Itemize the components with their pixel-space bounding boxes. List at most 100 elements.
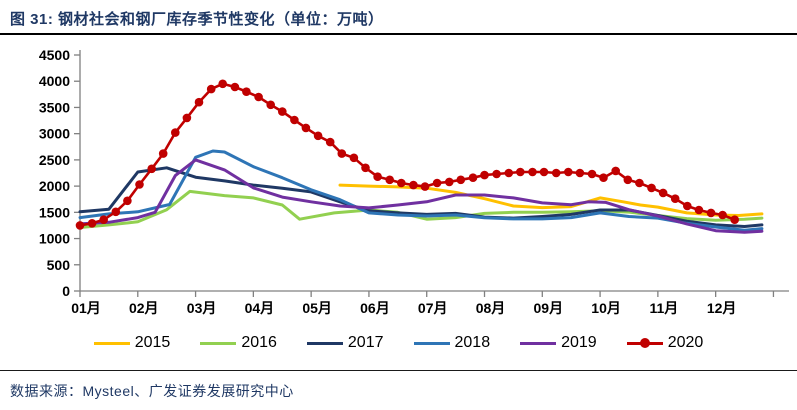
series-marker-2020 xyxy=(599,173,608,182)
series-marker-2020 xyxy=(683,201,692,211)
legend-item-2020: 2020 xyxy=(626,333,704,353)
series-marker-2020 xyxy=(171,128,180,137)
series-line-2018 xyxy=(78,149,764,232)
series-marker-2020 xyxy=(111,207,121,217)
y-tick-label: 4000 xyxy=(39,73,70,89)
series-marker-2020 xyxy=(397,178,406,188)
series-marker-2020 xyxy=(75,221,85,230)
series-marker-2020 xyxy=(575,168,585,178)
legend-label-2016: 2016 xyxy=(241,334,277,351)
footer-divider xyxy=(0,370,797,371)
series-marker-2020 xyxy=(480,170,489,180)
legend-swatch-2017 xyxy=(306,341,343,345)
series-marker-2020 xyxy=(290,115,299,125)
series-marker-2020 xyxy=(206,84,216,94)
legend-swatch-2019 xyxy=(520,341,557,345)
series-marker-2020 xyxy=(492,169,501,179)
x-tick-label: 04月 xyxy=(245,300,275,316)
legend-label-2017: 2017 xyxy=(347,334,384,351)
series-marker-2020 xyxy=(445,177,454,187)
series-marker-2020 xyxy=(539,167,549,177)
legend-swatch-2016 xyxy=(200,341,237,345)
series-marker-2020 xyxy=(706,208,716,218)
data-source: 数据来源：Mysteel、广发证券发展研究中心 xyxy=(10,383,294,399)
legend-item-2019: 2019 xyxy=(520,333,597,353)
y-tick-label: 3000 xyxy=(39,126,70,142)
y-tick-label: 0 xyxy=(62,283,70,299)
series-line-2015 xyxy=(338,183,764,217)
series-marker-2020 xyxy=(694,205,704,215)
series-marker-2020 xyxy=(611,166,620,176)
series-marker-2020 xyxy=(635,178,644,188)
series-marker-2020 xyxy=(551,168,561,178)
x-tick-label: 07月 xyxy=(418,300,448,316)
legend-marker-dot-2020 xyxy=(639,338,650,348)
series-marker-2020 xyxy=(587,169,597,179)
legend-label-2020: 2020 xyxy=(667,334,704,351)
x-tick-label: 06月 xyxy=(360,300,390,316)
series-marker-2020 xyxy=(658,188,668,198)
series-marker-2020 xyxy=(158,149,168,158)
series-marker-2020 xyxy=(361,163,370,173)
series-marker-2020 xyxy=(349,153,359,163)
y-tick-label: 2500 xyxy=(39,152,70,168)
series-marker-2020 xyxy=(182,113,192,123)
series-line-2016 xyxy=(78,189,764,229)
legend-label-2019: 2019 xyxy=(561,334,597,351)
y-tick-label: 1000 xyxy=(39,231,70,247)
legend-item-2018: 2018 xyxy=(413,333,491,353)
series-marker-2020 xyxy=(123,196,132,206)
series-marker-2020 xyxy=(87,219,97,228)
figure-title: 图 31: 钢材社会和钢厂库存季节性变化（单位：万吨） xyxy=(10,11,384,28)
x-tick-label: 11月 xyxy=(649,300,678,316)
series-marker-2020 xyxy=(325,137,335,147)
legend-item-2016: 2016 xyxy=(200,333,277,353)
x-tick-label: 10月 xyxy=(591,300,621,316)
x-tick-label: 03月 xyxy=(187,300,217,316)
figure-title-bar: 图 31: 钢材社会和钢厂库存季节性变化（单位：万吨） xyxy=(0,0,797,35)
series-marker-2020 xyxy=(468,173,478,182)
series-marker-2020 xyxy=(420,182,430,191)
series-marker-2020 xyxy=(313,131,323,141)
series-marker-2020 xyxy=(516,167,525,177)
series-marker-2020 xyxy=(301,123,311,133)
series-marker-2020 xyxy=(409,180,418,190)
series-marker-2020 xyxy=(147,164,156,174)
series-marker-2020 xyxy=(278,107,287,116)
x-tick-label: 02月 xyxy=(129,300,159,316)
series-marker-2020 xyxy=(373,172,382,181)
series-marker-2020 xyxy=(254,92,263,102)
series-marker-2020 xyxy=(528,167,537,177)
inventory-seasonality-chart: 0 500 1000 1500 2000 2500 3000 3500 4000 4500 01月 0… xyxy=(39,47,789,316)
legend-swatch-2020 xyxy=(626,338,663,348)
y-tick-label: 500 xyxy=(47,257,71,273)
series-marker-2020 xyxy=(456,175,466,185)
legend-label-2018: 2018 xyxy=(454,334,491,351)
series-marker-2020 xyxy=(718,210,727,220)
series-marker-2020 xyxy=(623,175,633,185)
y-tick-label: 2000 xyxy=(39,178,70,194)
series-marker-2020 xyxy=(218,79,227,89)
x-tick-label: 12月 xyxy=(707,300,737,316)
series-marker-2020 xyxy=(504,168,514,178)
legend-label-2015: 2015 xyxy=(134,334,171,351)
legend-swatch-2018 xyxy=(413,341,450,345)
x-tick-label: 05月 xyxy=(302,300,332,316)
series-marker-2020 xyxy=(432,178,442,188)
y-tick-label: 3500 xyxy=(39,99,70,115)
legend-item-2017: 2017 xyxy=(306,333,384,353)
y-tick-label: 1500 xyxy=(39,204,70,220)
series-marker-2020 xyxy=(337,149,347,158)
series-marker-2020 xyxy=(194,97,204,107)
y-tick-label: 4500 xyxy=(39,47,70,63)
series-marker-2020 xyxy=(242,87,251,96)
series-marker-2020 xyxy=(135,180,144,189)
legend-item-2015: 2015 xyxy=(93,333,171,353)
series-marker-2020 xyxy=(647,183,656,193)
series-marker-2020 xyxy=(99,215,108,224)
series-marker-2020 xyxy=(385,175,395,185)
x-tick-label: 08月 xyxy=(476,300,506,316)
series-marker-2020 xyxy=(730,215,739,224)
x-tick-label: 01月 xyxy=(71,300,101,316)
series-marker-2020 xyxy=(266,100,276,110)
